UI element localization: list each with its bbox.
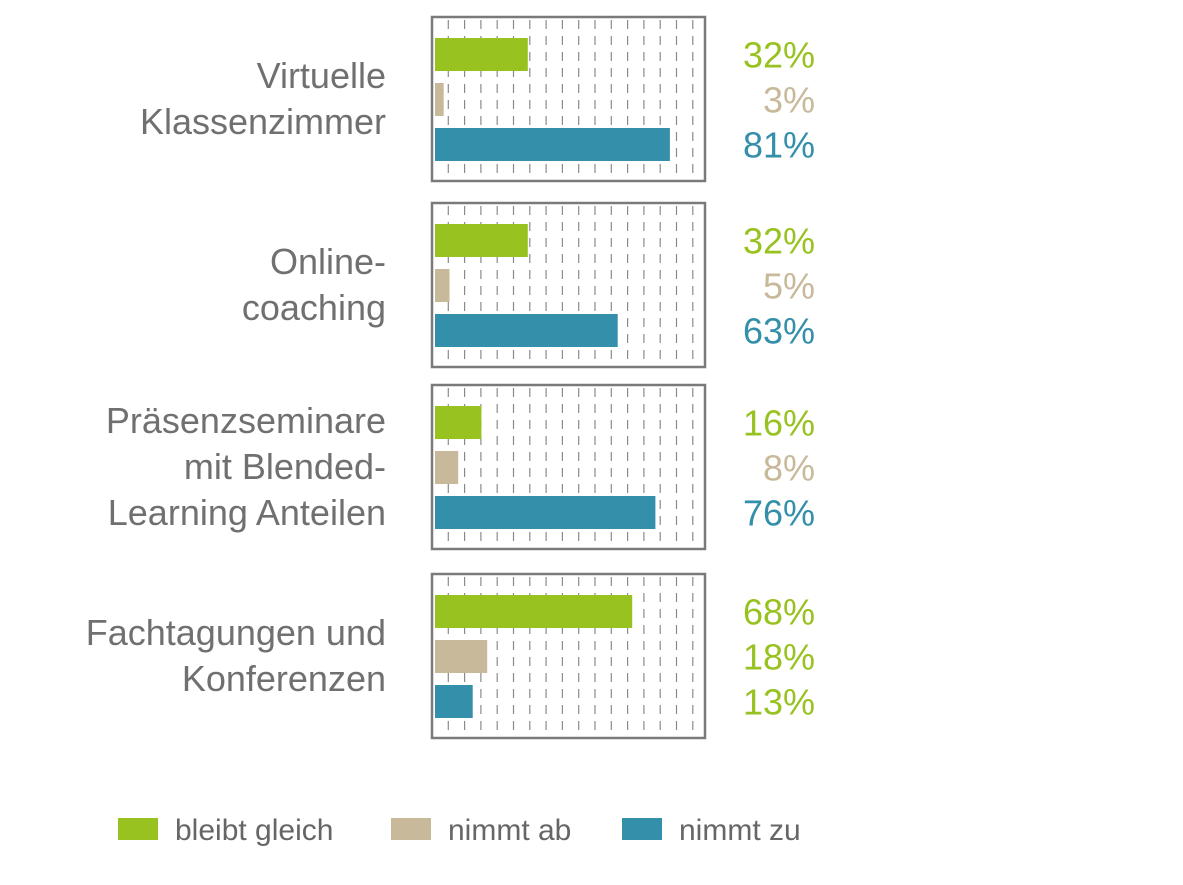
- panel-frame: [430, 15, 707, 183]
- legend-label: nimmt zu: [679, 814, 801, 847]
- category-label-line: mit Blended-: [184, 446, 386, 487]
- bar-nimmt-zu: [435, 685, 473, 718]
- category-label-line: Klassenzimmer: [140, 101, 386, 142]
- bar-nimmt-ab: [435, 83, 444, 116]
- data-label: 76%: [743, 493, 815, 534]
- category-panel: 16%8%76% Präsenzseminare mit Blended- Learn…: [106, 383, 815, 551]
- chart-panels: 32%3%81%Virtuelle Klassenzimmer32%5%63%On…: [86, 15, 815, 740]
- bar-bleibt-gleich: [435, 406, 482, 439]
- category-panel: 32%5%63% Online-coaching: [242, 201, 815, 369]
- category-label: Präsenzseminare mit Blended- Learning Ante…: [106, 400, 386, 533]
- bar-nimmt-ab: [435, 451, 459, 484]
- bar-nimmt-ab: [435, 269, 450, 302]
- data-label: 81%: [743, 125, 815, 166]
- legend-item: nimmt ab: [391, 814, 571, 847]
- bar-bleibt-gleich: [435, 595, 633, 628]
- data-label: 5%: [763, 266, 815, 307]
- category-label-line: coaching: [242, 287, 386, 328]
- legend-item: bleibt gleich: [118, 814, 333, 847]
- bar-bleibt-gleich: [435, 224, 528, 257]
- legend-swatch: [622, 818, 662, 840]
- data-label: 32%: [743, 35, 815, 76]
- data-label: 16%: [743, 403, 815, 444]
- bar-nimmt-zu: [435, 314, 618, 347]
- category-label-line: Online-: [270, 241, 386, 282]
- data-label: 32%: [743, 221, 815, 262]
- data-label: 18%: [743, 637, 815, 678]
- legend-swatch: [391, 818, 431, 840]
- data-label: 13%: [743, 682, 815, 723]
- bar-nimmt-ab: [435, 640, 488, 673]
- legend-label: bleibt gleich: [175, 814, 333, 847]
- category-label-line: Fachtagungen und: [86, 612, 386, 653]
- category-panel: 68%18%13% Fachtagungen und Konferenzen: [86, 572, 815, 740]
- legend-item: nimmt zu: [622, 814, 801, 847]
- panel-frame: [430, 572, 707, 740]
- category-label-line: Präsenzseminare: [106, 400, 386, 441]
- category-label-line: Learning Anteilen: [108, 492, 386, 533]
- data-label: 3%: [763, 80, 815, 121]
- data-label: 68%: [743, 592, 815, 633]
- panel-frame: [430, 201, 707, 369]
- category-label-line: Konferenzen: [182, 658, 386, 699]
- category-label: Virtuelle Klassenzimmer: [140, 55, 386, 142]
- bar-nimmt-zu: [435, 496, 656, 529]
- panel-frame: [430, 383, 707, 551]
- category-label-line: Virtuelle: [257, 55, 386, 96]
- bar-nimmt-zu: [435, 128, 670, 161]
- chart-legend: bleibt gleich nimmt ab nimmt zu: [118, 814, 801, 847]
- data-label: 63%: [743, 311, 815, 352]
- category-panel: 32%3%81% Virtuelle Klassenzimmer: [140, 15, 815, 183]
- legend-label: nimmt ab: [448, 814, 571, 847]
- category-label: Fachtagungen und Konferenzen: [86, 612, 386, 699]
- data-label: 8%: [763, 448, 815, 489]
- category-label: Online-coaching: [242, 241, 386, 328]
- bar-bleibt-gleich: [435, 38, 528, 71]
- legend-swatch: [118, 818, 158, 840]
